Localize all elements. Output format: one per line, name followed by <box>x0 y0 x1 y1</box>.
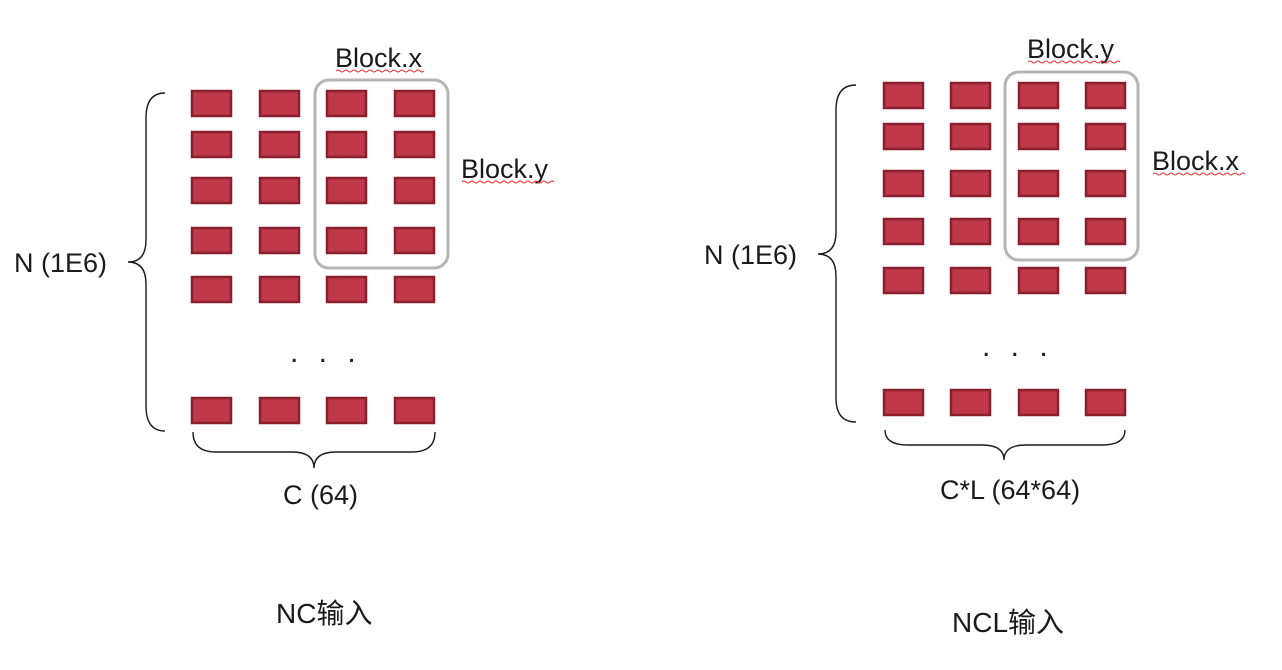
ncl-cell-r4-c3 <box>1017 217 1060 246</box>
nc-cell-r2-c3 <box>325 130 368 159</box>
nc-cell-r3-c1 <box>190 176 233 205</box>
ncl-cell-r2-c1 <box>882 122 925 151</box>
nc-cell-r6-c1 <box>190 396 233 425</box>
nc-cell-r5-c2 <box>258 275 301 304</box>
ncl-cell-r6-c2 <box>949 388 992 417</box>
ncl-cell-r5-c3 <box>1017 266 1060 295</box>
ncl-cell-r5-c2 <box>949 266 992 295</box>
nc-cell-r1-c3 <box>325 89 368 118</box>
nc-cell-r6-c2 <box>258 396 301 425</box>
ncl-cell-r2-c2 <box>949 122 992 151</box>
ncl-cell-r6-c3 <box>1017 388 1060 417</box>
ncl-cell-r6-c1 <box>882 388 925 417</box>
nc-block-outline <box>313 78 450 270</box>
ncl-block-side-spellcheck <box>1152 172 1246 176</box>
ncl-block-top-label: Block.y <box>1027 34 1115 64</box>
ncl-row-brace <box>817 84 857 423</box>
nc-cell-r3-c3 <box>325 176 368 205</box>
nc-col-label: C (64) <box>283 480 358 510</box>
nc-col-brace <box>192 431 436 469</box>
ncl-cell-r3-c1 <box>882 169 925 198</box>
nc-cell-r5-c3 <box>325 275 368 304</box>
nc-cell-r5-c1 <box>190 275 233 304</box>
nc-cell-r6-c3 <box>325 396 368 425</box>
nc-cell-r6-c4 <box>393 396 436 425</box>
ncl-cell-r1-c2 <box>949 81 992 110</box>
ncl-cell-r2-c3 <box>1017 122 1060 151</box>
nc-cell-r3-c4 <box>393 176 436 205</box>
nc-cell-r2-c1 <box>190 130 233 159</box>
nc-row-brace <box>127 92 166 432</box>
nc-panel: Block.x Block.y N (1E6) . . . C (64) NC输… <box>14 43 555 629</box>
nc-cell-r1-c2 <box>258 89 301 118</box>
ncl-cell-r3-c2 <box>949 169 992 198</box>
ncl-cell-r4-c4 <box>1084 217 1127 246</box>
nc-cell-r3-c2 <box>258 176 301 205</box>
ncl-cell-r6-c4 <box>1084 388 1127 417</box>
ncl-cell-r3-c3 <box>1017 169 1060 198</box>
ncl-col-brace <box>884 429 1126 461</box>
ncl-panel: Block.y Block.x N (1E6) . . . C*L (64*64… <box>704 34 1246 638</box>
ncl-block-outline <box>1003 70 1140 262</box>
ncl-cell-grid <box>882 81 1127 417</box>
nc-row-label: N (1E6) <box>14 248 107 278</box>
ncl-cell-r4-c1 <box>882 217 925 246</box>
ncl-cell-r4-c2 <box>949 217 992 246</box>
ncl-cell-r2-c4 <box>1084 122 1127 151</box>
nc-cell-r2-c4 <box>393 130 436 159</box>
ncl-cell-r5-c4 <box>1084 266 1127 295</box>
ncl-cell-r5-c1 <box>882 266 925 295</box>
ncl-cell-r1-c4 <box>1084 81 1127 110</box>
nc-cell-grid <box>190 89 436 425</box>
nc-block-top-label: Block.x <box>335 43 423 73</box>
ncl-cell-r1-c1 <box>882 81 925 110</box>
nc-cell-r4-c2 <box>258 226 301 255</box>
ncl-cell-r3-c4 <box>1084 169 1127 198</box>
ncl-row-label: N (1E6) <box>704 240 797 270</box>
nc-cell-r2-c2 <box>258 130 301 159</box>
nc-cell-r1-c4 <box>393 89 436 118</box>
nc-ellipsis: . . . <box>290 336 362 369</box>
nc-cell-r1-c1 <box>190 89 233 118</box>
nc-block-side-label: Block.y <box>461 154 549 184</box>
ncl-caption: NCL输入 <box>952 607 1064 638</box>
ncl-ellipsis: . . . <box>982 330 1054 363</box>
nc-cell-r4-c4 <box>393 226 436 255</box>
nc-block-top-spellcheck <box>335 69 425 73</box>
ncl-col-label: C*L (64*64) <box>940 475 1080 505</box>
ncl-cell-r1-c3 <box>1017 81 1060 110</box>
nc-cell-r5-c4 <box>393 275 436 304</box>
nc-caption: NC输入 <box>276 598 372 629</box>
nc-cell-r4-c1 <box>190 226 233 255</box>
nc-cell-r4-c3 <box>325 226 368 255</box>
ncl-block-side-label: Block.x <box>1152 146 1240 176</box>
nc-block-side-spellcheck <box>461 180 555 184</box>
ncl-block-top-spellcheck <box>1027 60 1121 64</box>
